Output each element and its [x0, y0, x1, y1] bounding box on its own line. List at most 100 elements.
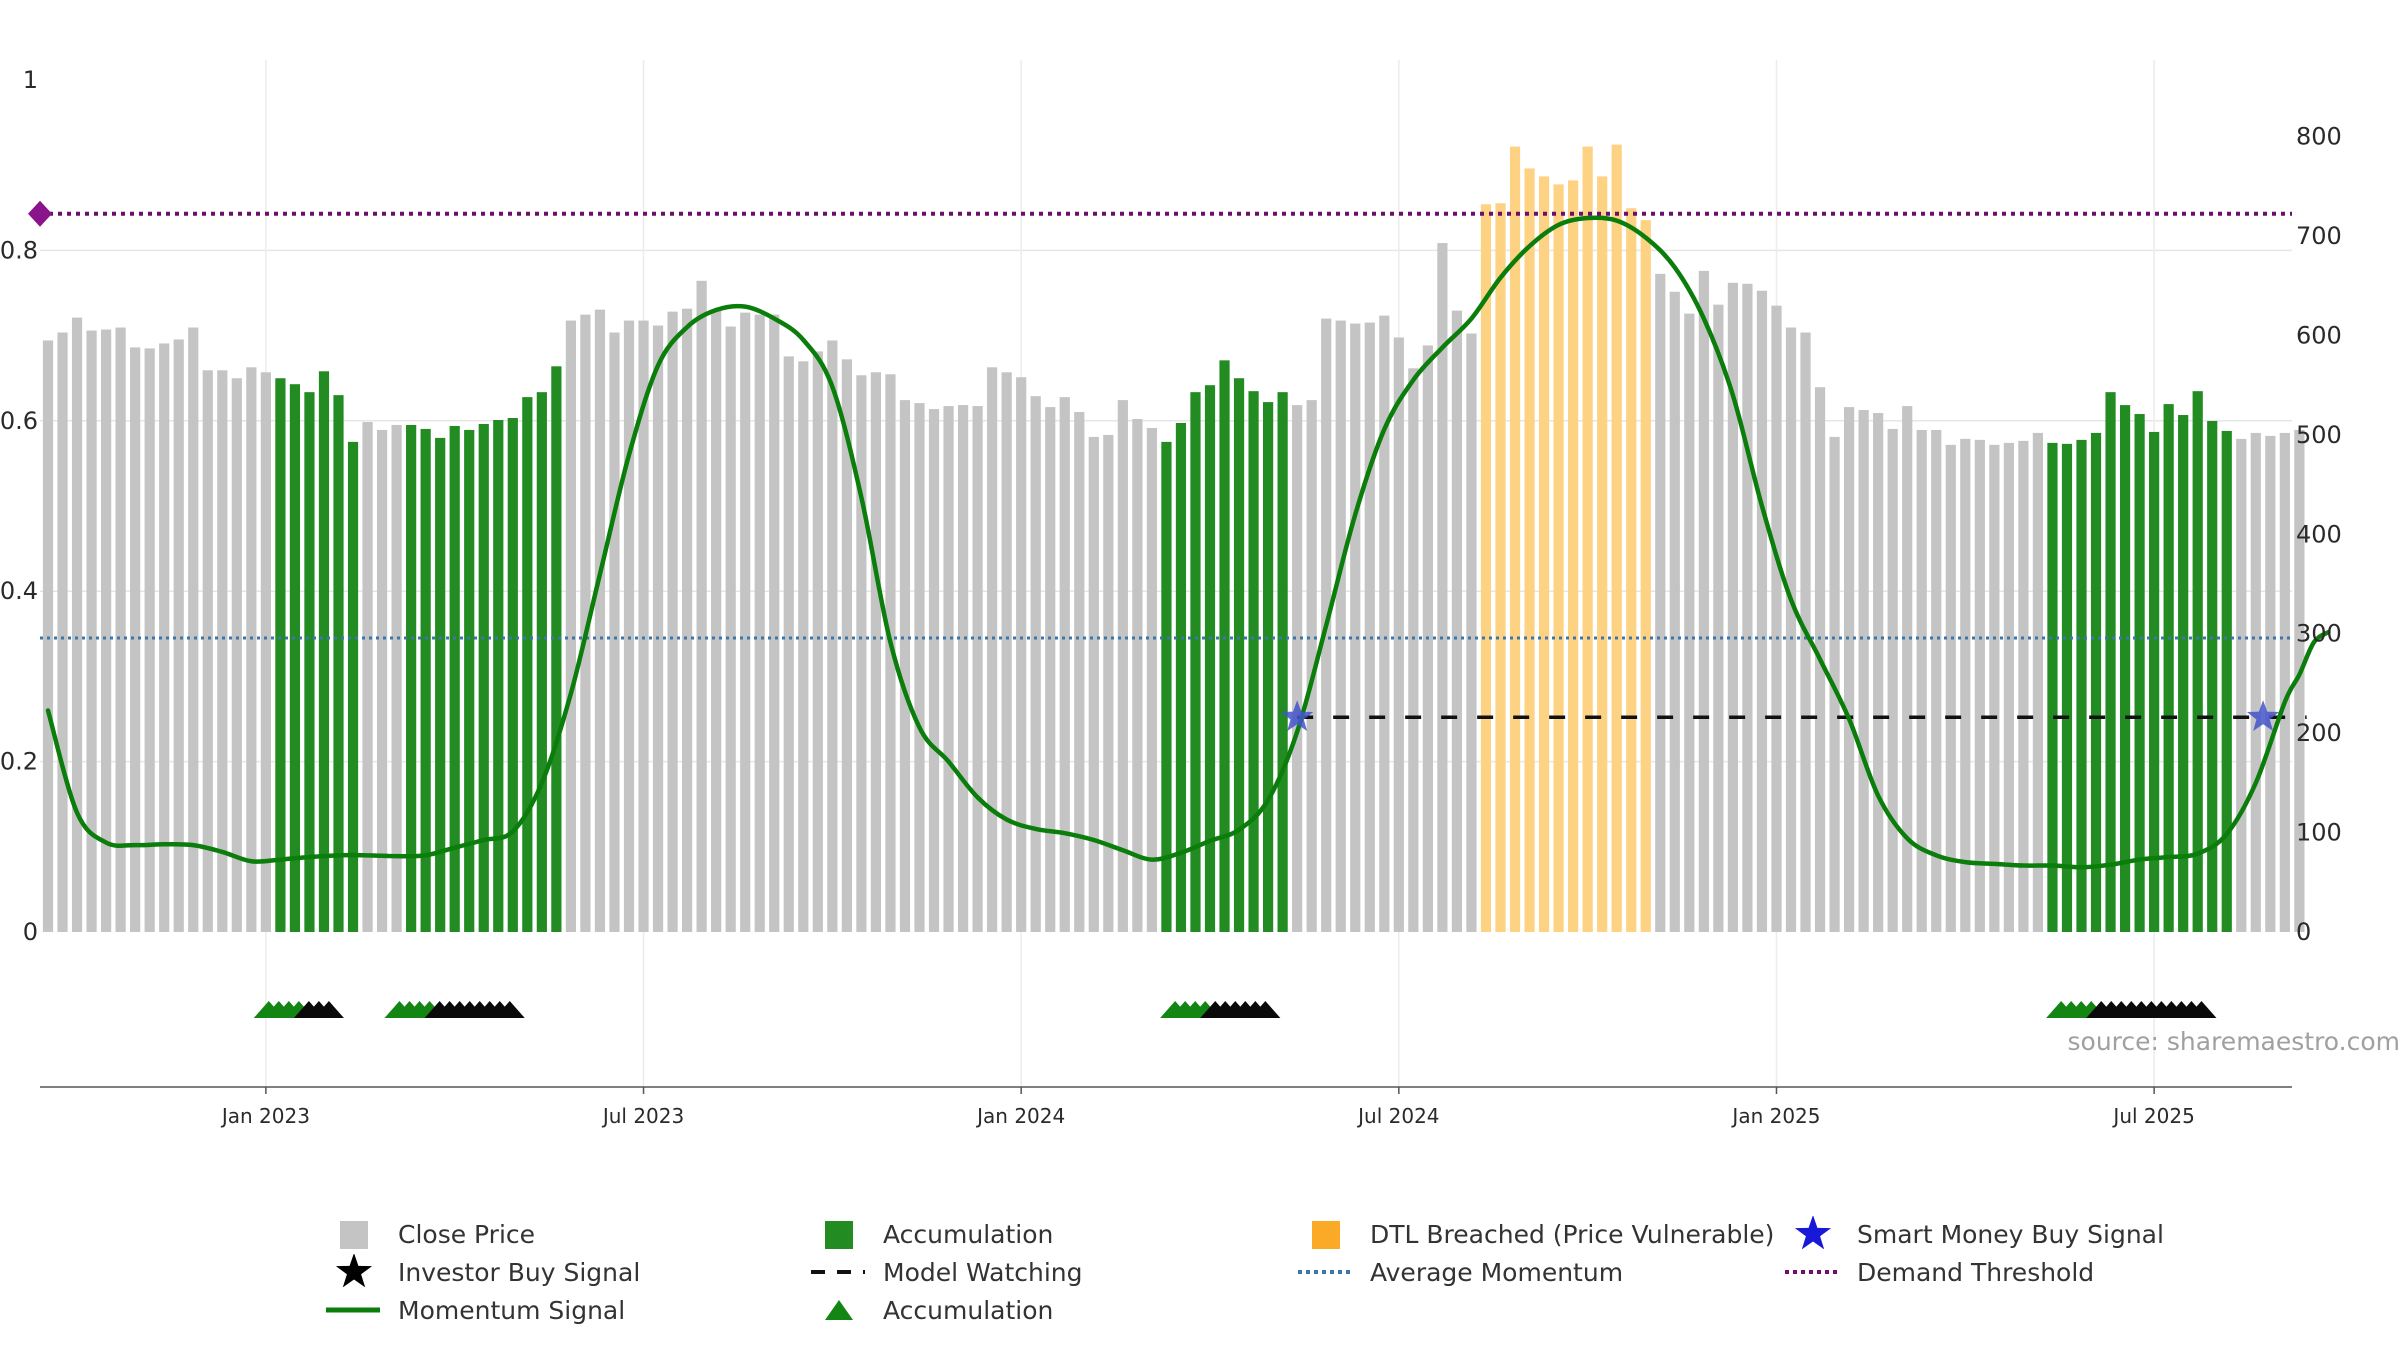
bar-green	[1219, 360, 1230, 932]
bar-grey	[1059, 397, 1070, 932]
left-tick-label: 0	[23, 918, 38, 946]
legend-label: Investor Buy Signal	[398, 1257, 641, 1287]
chart-svg: 0 0.2 0.4 0.6 0.8 1 0 100 200 300 400 500 600 700 800 J…	[0, 60, 2400, 1128]
bar-grey	[1727, 282, 1738, 932]
right-tick-label: 0	[2296, 918, 2311, 946]
bar-grey	[1103, 434, 1114, 932]
bar-orange	[1597, 176, 1608, 933]
bar-green	[1190, 392, 1201, 932]
bar-green	[2192, 391, 2203, 932]
legend-label: Momentum Signal	[398, 1295, 626, 1325]
momentum-signal-layer	[45, 215, 2331, 870]
bar-grey	[638, 320, 649, 933]
bar-grey	[217, 370, 228, 932]
bar-grey	[1393, 337, 1404, 932]
investor-buy-star-icon	[320, 1254, 384, 1290]
bar-grey	[1873, 413, 1884, 932]
bar-green	[406, 424, 417, 932]
right-tick-label: 600	[2296, 321, 2342, 349]
bar-grey	[1350, 323, 1361, 933]
bar-grey	[1916, 429, 1927, 932]
bar-green	[2221, 430, 2232, 932]
bar-grey	[1974, 439, 1985, 932]
bar-grey	[1088, 436, 1099, 932]
bar-green	[1175, 422, 1187, 932]
bar-grey	[1030, 396, 1041, 932]
bar-green	[2047, 442, 2058, 932]
bar-grey	[188, 327, 199, 932]
bar-grey	[2003, 442, 2014, 932]
bar-grey	[1887, 428, 1898, 932]
bar-grey	[1001, 372, 1012, 932]
bar-grey	[2250, 432, 2261, 932]
bar-green	[420, 428, 431, 932]
bar-green	[2105, 392, 2116, 932]
bar-grey	[1960, 438, 1971, 932]
bar-grey	[856, 375, 867, 932]
bar-grey	[2294, 429, 2305, 932]
bar-green	[551, 366, 562, 933]
right-tick-label: 700	[2296, 222, 2342, 250]
legend-item: Model Watching	[805, 1254, 1083, 1290]
bar-green	[304, 392, 315, 932]
bar-grey	[1931, 429, 1942, 932]
momentum-signal-line-icon	[320, 1292, 384, 1328]
legend-label: Average Momentum	[1370, 1257, 1624, 1287]
bar-orange	[1626, 208, 1637, 933]
bar-grey	[1451, 310, 1463, 932]
bar-grey	[1989, 444, 2000, 932]
bar-grey	[144, 348, 155, 932]
investor-signal-triangle	[313, 1001, 344, 1018]
bar-grey	[1713, 304, 1724, 933]
legend-item: Momentum Signal	[320, 1292, 625, 1328]
bar-green	[2207, 420, 2218, 932]
average-momentum-line-icon	[1292, 1254, 1356, 1290]
bar-grey	[1306, 400, 1317, 932]
bar-grey	[1437, 243, 1448, 933]
bar-grey	[1742, 283, 1753, 932]
bar-grey	[1756, 290, 1768, 932]
legend-item: Accumulation	[805, 1216, 1053, 1252]
bar-grey	[972, 406, 983, 933]
right-tick-label: 200	[2296, 719, 2342, 747]
bar-grey	[740, 312, 751, 933]
bar-grey	[42, 340, 54, 932]
signal-markers	[1281, 700, 2280, 731]
bar-grey	[101, 329, 112, 932]
bar-orange	[1495, 203, 1506, 933]
bar-green	[435, 437, 446, 932]
legend-item: DTL Breached (Price Vulnerable)	[1292, 1216, 1774, 1252]
bar-green	[2178, 415, 2189, 932]
bar-green	[2163, 404, 2174, 932]
bar-grey	[71, 317, 83, 932]
accumulation-swatch-icon	[805, 1216, 869, 1252]
legend-item: Accumulation	[805, 1292, 1053, 1328]
bar-green	[1248, 391, 1259, 932]
bar-grey	[623, 320, 635, 933]
bar-green	[1263, 402, 1274, 932]
bar-green	[478, 423, 489, 932]
bar-grey	[115, 327, 126, 932]
bar-orange	[1524, 168, 1535, 933]
source-label: source: sharemaestro.com	[2068, 1027, 2400, 1056]
dtl-breached-swatch-icon	[1292, 1216, 1356, 1252]
bar-grey	[130, 347, 141, 933]
right-tick-label: 500	[2296, 421, 2342, 449]
bar-grey	[1117, 400, 1128, 932]
x-tick-label: Jan 2025	[1730, 1104, 1820, 1128]
legend-item: Investor Buy Signal	[320, 1254, 640, 1290]
bar-grey	[1655, 273, 1666, 932]
bar-grey	[580, 314, 591, 932]
legend-label: Accumulation	[883, 1295, 1054, 1325]
bar-grey	[2032, 432, 2044, 932]
demand-threshold-line-icon	[1779, 1254, 1843, 1290]
bar-grey	[1016, 377, 1027, 933]
demand-threshold-marker	[28, 200, 52, 227]
bar-orange	[1553, 184, 1564, 933]
bar-grey	[391, 424, 402, 932]
model-watching-dash-icon	[805, 1254, 869, 1290]
bar-grey	[1292, 405, 1303, 932]
bar-grey	[1698, 270, 1709, 932]
bar-grey	[987, 367, 998, 932]
bar-grey	[914, 403, 925, 932]
